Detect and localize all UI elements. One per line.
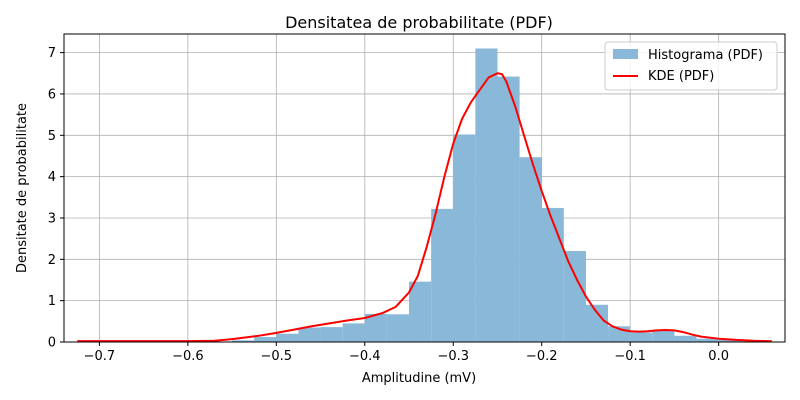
y-tick-label: 1 <box>48 294 56 309</box>
kde-curve <box>77 72 772 343</box>
histogram-bar <box>718 339 741 342</box>
histogram-bar <box>276 333 299 342</box>
y-tick-label: 6 <box>48 87 56 102</box>
kde-curve-layer <box>77 72 772 343</box>
legend: Histograma (PDF) KDE (PDF) <box>604 41 778 91</box>
y-tick-label: 7 <box>48 46 56 61</box>
histogram-bar <box>254 337 277 342</box>
histogram-bar <box>696 338 719 342</box>
legend-histogram-label: Histograma (PDF) <box>648 48 763 63</box>
legend-box <box>604 41 778 91</box>
histogram-bar <box>585 304 609 342</box>
histogram-bar <box>342 323 365 342</box>
y-axis-label: Densitate de probabilitate <box>15 103 30 273</box>
histogram-bar <box>563 251 586 342</box>
histogram-bar <box>232 340 255 342</box>
y-tick-label: 3 <box>48 211 56 226</box>
x-tick-label: −0.3 <box>437 349 469 364</box>
histogram-bar <box>497 76 520 342</box>
histogram-bar <box>652 329 675 342</box>
plot-frame <box>63 33 786 343</box>
y-tick-label: 4 <box>48 170 56 185</box>
y-tick-label: 2 <box>48 253 56 268</box>
histogram-bar <box>475 48 498 343</box>
x-tick-label: −0.6 <box>172 349 204 364</box>
histogram-bar <box>541 208 564 342</box>
x-tick-label: 0.0 <box>708 349 729 364</box>
y-tick-label: 5 <box>48 129 56 144</box>
axis-ticks: −0.7 −0.6 −0.5 −0.4 −0.3 −0.2 −0.1 0.0 0 1 2 3 4 5 6 7 <box>48 46 729 364</box>
histogram-bar <box>519 157 542 342</box>
histogram-bar <box>674 335 697 342</box>
histogram-bar <box>453 134 476 342</box>
histogram-bar <box>630 332 653 342</box>
histogram-bar <box>431 208 454 342</box>
x-tick-label: −0.7 <box>84 349 116 364</box>
y-tick-label: 0 <box>48 336 56 351</box>
x-axis-label: Amplitudine (mV) <box>362 371 476 386</box>
histogram-bar <box>320 327 343 342</box>
x-tick-label: −0.5 <box>261 349 293 364</box>
histogram-bars <box>77 48 763 343</box>
histogram-bar <box>386 314 410 342</box>
x-tick-label: −0.1 <box>614 349 646 364</box>
x-tick-label: −0.2 <box>526 349 558 364</box>
x-tick-label: −0.4 <box>349 349 381 364</box>
legend-kde-label: KDE (PDF) <box>648 69 714 84</box>
histogram-bar <box>409 281 432 342</box>
histogram-bar <box>364 313 387 342</box>
chart-title: Densitatea de probabilitate (PDF) <box>285 13 553 32</box>
legend-histogram-swatch <box>613 49 638 59</box>
histogram-bar <box>298 327 321 342</box>
